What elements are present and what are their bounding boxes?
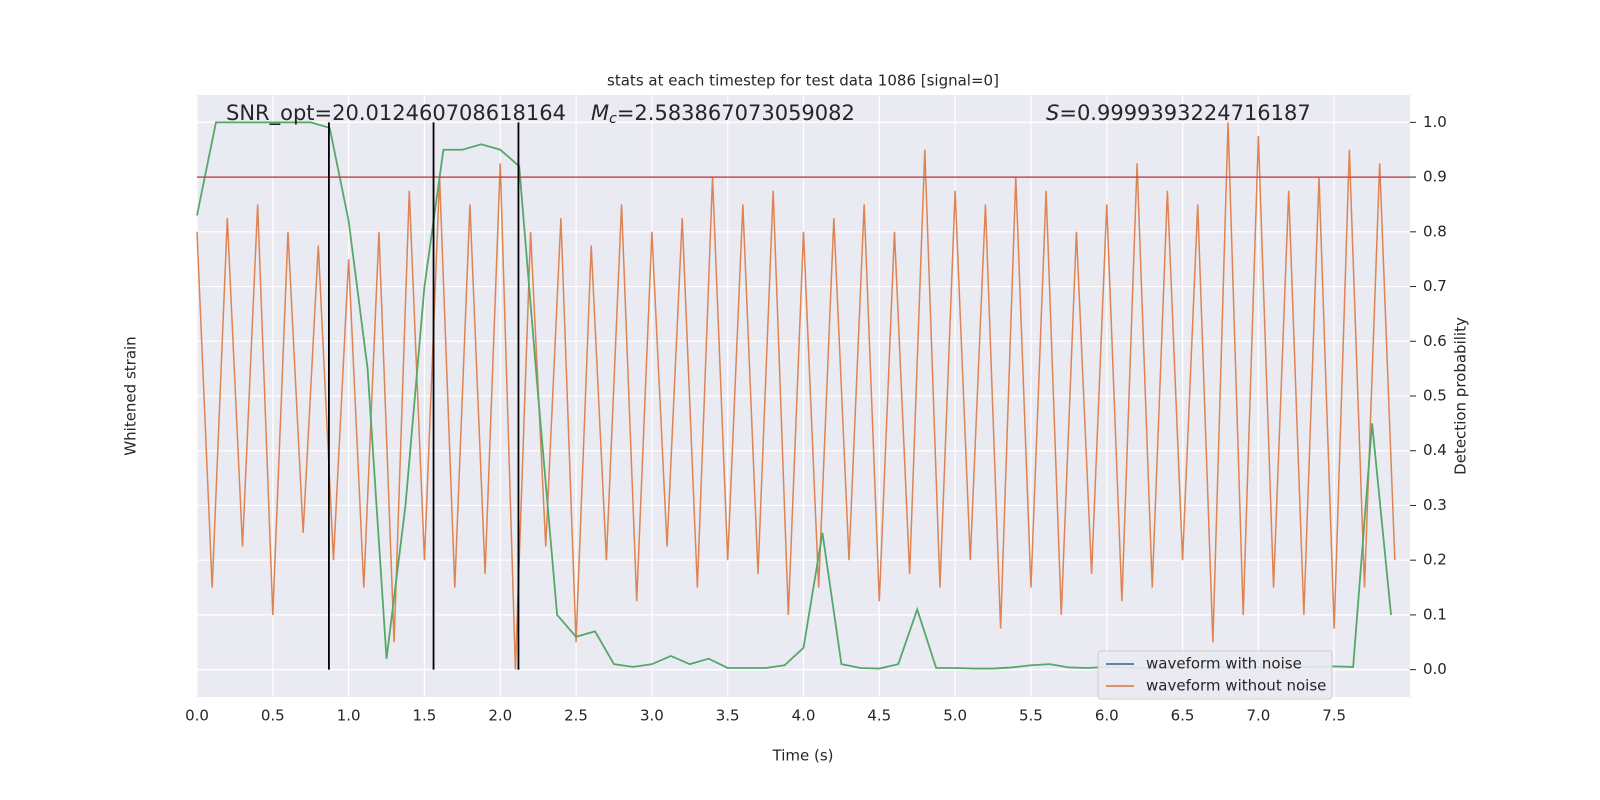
marks [196, 121, 1410, 670]
s-value: =0.9999393224716187 [1059, 101, 1310, 125]
x-tick-label: 4.5 [867, 707, 891, 725]
x-tick-label: 1.0 [337, 707, 361, 725]
y2-tick-label: 0.8 [1423, 222, 1447, 240]
y2-tick-label: 0.4 [1423, 441, 1447, 459]
legend-label: waveform without noise [1146, 677, 1326, 695]
snr-annotation: SNR_opt=20.012460708618164 [226, 101, 566, 126]
y2-tick-label: 0.1 [1423, 605, 1447, 623]
y2-tick-label: 1.0 [1423, 113, 1447, 131]
mc-subscript: c [609, 111, 617, 127]
y2-tick-label: 0.9 [1423, 168, 1447, 186]
x-tick-label: 6.0 [1095, 707, 1119, 725]
x-axis-label: Time (s) [772, 747, 834, 765]
x-tick-label: 2.0 [488, 707, 512, 725]
x-tick-label: 5.5 [1019, 707, 1043, 725]
x-tick-label: 4.0 [792, 707, 816, 725]
y2-tick-label: 0.3 [1423, 496, 1447, 514]
legend: waveform with noise waveform without nois… [1097, 650, 1333, 700]
mc-annotation: Mc=2.583867073059082 [591, 101, 855, 127]
x-tick-label: 6.5 [1171, 707, 1195, 725]
y2-tick-label: 0.7 [1423, 277, 1447, 295]
x-tick-label: 3.5 [716, 707, 740, 725]
y2-axis-label: Detection probability [1452, 317, 1470, 475]
x-tick-label: 0.0 [185, 707, 209, 725]
x-tick-label: 1.5 [413, 707, 437, 725]
chart-title: stats at each timestep for test data 108… [607, 72, 999, 90]
x-tick-label: 2.5 [564, 707, 588, 725]
mc-value: =2.583867073059082 [617, 101, 855, 125]
y-axis-label: Whitened strain [122, 336, 140, 455]
y2-tick-label: 0.0 [1423, 660, 1447, 678]
s-annotation: S=0.9999393224716187 [1046, 101, 1311, 125]
mc-symbol: M [591, 101, 609, 125]
x-tick-label: 5.0 [943, 707, 967, 725]
legend-box [1097, 650, 1333, 700]
s-symbol: S [1046, 101, 1059, 125]
x-tick-label: 3.0 [640, 707, 664, 725]
y2-tick-label: 0.5 [1423, 387, 1447, 405]
series-line [196, 122, 1396, 670]
x-tick-label: 7.0 [1246, 707, 1270, 725]
legend-label: waveform with noise [1146, 655, 1302, 673]
x-tick-label: 0.5 [261, 707, 285, 725]
x-tick-label: 7.5 [1322, 707, 1346, 725]
y2-tick-label: 0.2 [1423, 551, 1447, 569]
y2-tick-label: 0.6 [1423, 332, 1447, 350]
